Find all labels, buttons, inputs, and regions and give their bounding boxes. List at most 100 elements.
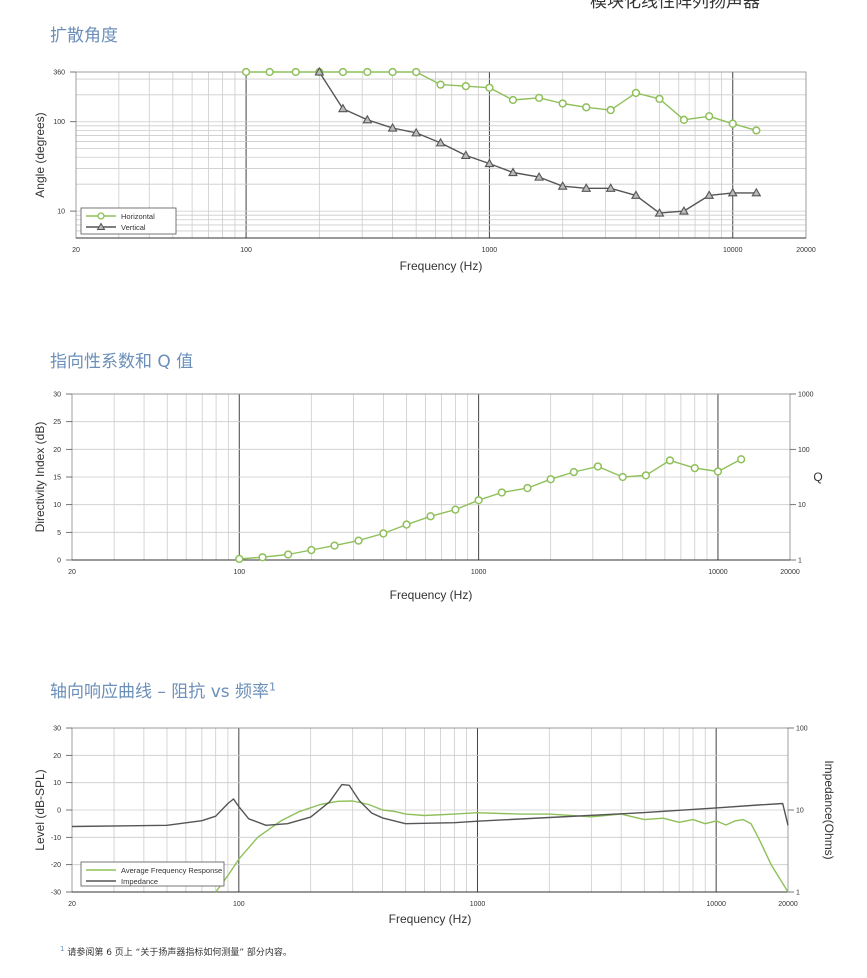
x-tick-label: 20 [68, 901, 76, 908]
legend-marker [96, 222, 106, 230]
data-point [337, 103, 348, 113]
y2-tick-label: 10 [796, 808, 804, 815]
x-axis-label: Frequency (Hz) [389, 912, 472, 926]
data-point [665, 456, 675, 465]
y2-tick-label: 10 [798, 502, 806, 509]
data-point [363, 67, 372, 77]
y-tick-label: 10 [57, 209, 65, 216]
data-point [605, 183, 616, 192]
series-impedance [71, 783, 789, 828]
data-point [485, 83, 494, 92]
y-tick-label: -10 [51, 835, 61, 842]
data-point [546, 475, 555, 484]
y2-tick-label: 100 [798, 447, 810, 454]
y2-axis-label: Impedance(Ohms) [822, 760, 836, 859]
y-tick-label: 25 [53, 419, 61, 426]
data-point [569, 467, 579, 477]
x-tick-label: 10000 [708, 569, 728, 576]
x-tick-label: 10000 [723, 247, 743, 254]
response-section-title-text: 轴向响应曲线 – 阻抗 vs 频率 [50, 682, 270, 702]
legend-label: Average Frequency Response [121, 866, 222, 875]
data-point [752, 126, 761, 135]
data-point [354, 536, 363, 545]
data-point [508, 95, 518, 105]
data-point [751, 187, 762, 197]
data-point [655, 94, 664, 104]
data-point [679, 115, 689, 124]
data-point [307, 545, 316, 555]
directivity-section-title: 指向性系数和 Q 值 [50, 352, 194, 372]
series-vertical [314, 66, 762, 217]
data-point [411, 127, 422, 137]
y2-tick-label: 1 [798, 558, 802, 565]
y2-tick-label: 1 [796, 890, 800, 897]
y-tick-label: 10 [53, 502, 61, 509]
data-point [654, 207, 665, 217]
data-point [402, 520, 411, 529]
data-point [291, 67, 300, 77]
y-tick-label: 20 [53, 753, 61, 760]
x-axis-label: Frequency (Hz) [400, 259, 483, 273]
y-tick-label: 5 [57, 530, 61, 537]
footnote-marker: 1 [60, 945, 65, 953]
x-tick-label: 20 [72, 247, 80, 254]
data-point [338, 67, 348, 77]
y-tick-label: 15 [53, 475, 61, 482]
legend-marker [97, 212, 105, 220]
series-line [71, 783, 789, 828]
x-tick-label: 20000 [796, 247, 816, 254]
series-average-frequency-response [215, 800, 789, 893]
data-point [704, 190, 715, 199]
data-point [713, 467, 723, 476]
data-point [557, 181, 568, 190]
data-point [534, 93, 544, 102]
data-point [508, 167, 518, 177]
dispersion-chart: 20 100 1000 10000 20000 10 100 360 Frequency (Hz… [33, 66, 816, 273]
y-tick-label: 10 [53, 780, 61, 787]
chart-legend: Average Frequency Response Impedance [80, 861, 225, 887]
data-point [235, 554, 244, 564]
x-tick-label: 1000 [470, 901, 486, 908]
data-point [736, 455, 746, 464]
chart-legend: Horizontal Vertical [80, 207, 177, 235]
data-point [690, 463, 699, 473]
data-point [558, 99, 567, 108]
data-point [581, 183, 592, 192]
y-tick-label: -30 [51, 890, 61, 897]
data-point [705, 112, 714, 121]
data-point [362, 114, 373, 124]
series-line [239, 458, 742, 560]
data-point [606, 105, 615, 115]
x-tick-label: 20 [68, 569, 76, 576]
data-point [258, 553, 267, 562]
data-point [631, 88, 641, 98]
plot-frame [75, 71, 807, 239]
x-tick-label: 1000 [471, 569, 487, 576]
dispersion-section-title: 扩散角度 [50, 26, 118, 46]
data-point [484, 158, 495, 168]
series-line [246, 71, 757, 132]
data-point [241, 67, 251, 77]
data-point [593, 462, 603, 471]
y-axis-label: Level (dB-SPL) [33, 769, 47, 850]
series-series-0 [235, 455, 746, 564]
y-axis-label: Angle (degrees) [33, 112, 47, 197]
footnote: 1 请参阅第 6 页上 “关于扬声器指标如何测量” 部分内容。 [60, 945, 292, 958]
x-axis-label: Frequency (Hz) [390, 588, 473, 602]
data-point [435, 137, 446, 147]
data-point [412, 67, 421, 77]
legend-box [80, 861, 225, 887]
data-point [728, 119, 737, 128]
y-tick-label: 100 [53, 119, 65, 126]
y-tick-label: 360 [53, 70, 65, 77]
data-point [265, 67, 274, 77]
footnote-text: 请参阅第 6 页上 “关于扬声器指标如何测量” 部分内容。 [67, 948, 292, 958]
data-point [582, 103, 591, 112]
data-point [388, 67, 397, 77]
legend-label: Horizontal [121, 212, 155, 221]
y2-tick-label: 1000 [798, 392, 814, 399]
directivity-chart: 20 100 1000 10000 20000 0 5 10 15 20 25 30 1 10 100 100… [33, 392, 823, 603]
y-tick-label: 30 [53, 726, 61, 733]
